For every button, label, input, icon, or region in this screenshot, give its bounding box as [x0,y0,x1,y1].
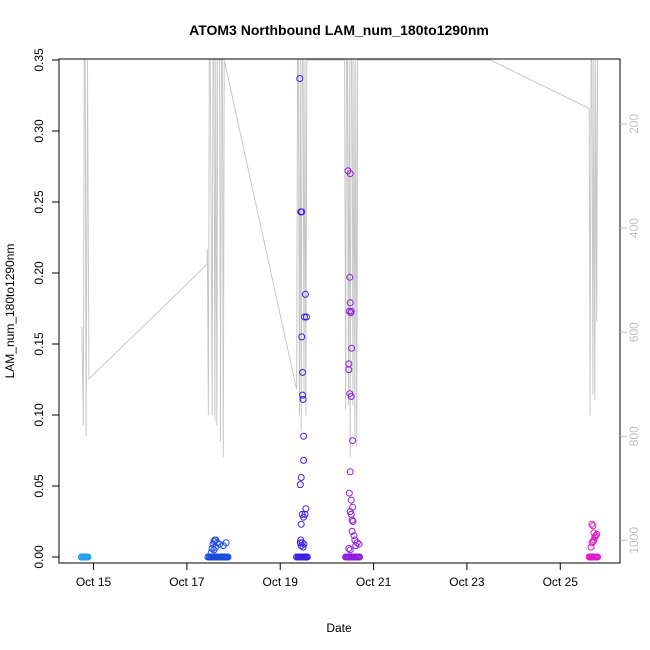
data-point [301,313,308,321]
y-axis-label: LAM_num_180to1290nm [3,244,17,379]
data-point [302,505,310,513]
data-point [346,546,354,554]
chart-title: ATOM3 Northbound LAM_num_180to1290nm [189,22,489,38]
data-point [300,540,308,548]
data-point [355,540,363,548]
y-axis: 0.00 0.05 0.10 0.15 0.20 0.25 0.30 0.35 [32,48,59,569]
data-point [590,536,598,544]
data-point [348,344,356,352]
data-point [303,553,311,561]
plot-frame [58,58,621,564]
y2-tick-label: 600 [627,322,641,342]
data-point [296,481,304,489]
data-point [298,539,306,547]
data-point [222,539,230,547]
secondary-y-axis: 200 400 600 800 1000 [620,114,641,554]
data-point [346,299,354,307]
data-point [350,532,358,540]
y-tick-label: 0.20 [32,261,46,285]
data-point [346,170,354,178]
x-axis: Oct 15 Oct 17 Oct 19 Oct 21 Oct 23 Oct 25 [76,563,578,589]
data-point [224,553,232,561]
data-point [352,542,360,550]
data-point [347,496,355,504]
data-point [593,530,601,538]
x-tick-label: Oct 25 [543,575,579,589]
data-point [300,456,308,464]
x-tick-label: Oct 19 [263,575,299,589]
data-point [298,208,306,216]
y2-tick-label: 1000 [627,527,641,554]
data-point [297,474,305,481]
data-point [299,543,307,551]
data-point [299,368,307,376]
data-point [345,366,353,374]
data-point [301,510,309,518]
data-point [299,391,307,399]
y2-tick-label: 200 [627,114,641,134]
x-tick-label: Oct 23 [449,575,485,589]
y-tick-label: 0.15 [32,332,46,356]
data-point [345,489,353,497]
data-point [349,518,357,525]
x-tick-label: Oct 15 [76,575,112,589]
x-axis-label: Date [326,621,352,635]
data-point [587,543,595,551]
y-tick-label: 0.35 [32,48,46,72]
secondary-series-line [81,59,599,458]
data-point [348,527,356,535]
data-point [299,395,307,403]
data-point [589,537,597,545]
x-tick-label: Oct 17 [169,575,205,589]
data-point [347,393,355,400]
data-point [345,307,353,315]
y-tick-label: 0.05 [32,474,46,498]
y-tick-label: 0.00 [32,545,46,569]
scatter-points [77,75,602,561]
secondary-line-path [81,59,599,458]
data-point [356,553,364,561]
data-point [345,545,353,552]
data-point [300,432,308,440]
data-point [298,333,306,341]
y-tick-label: 0.30 [32,119,46,143]
data-point [346,273,354,281]
data-point [346,468,354,476]
y2-tick-label: 800 [627,426,641,446]
data-point [212,543,220,551]
data-point [589,522,597,530]
data-point [297,520,305,528]
y-tick-label: 0.10 [32,403,46,427]
data-point [592,532,600,540]
data-point [348,516,356,524]
y2-tick-label: 400 [627,218,641,238]
data-point [296,75,304,82]
data-point [594,553,602,561]
data-point [588,520,596,528]
y-tick-label: 0.25 [32,190,46,214]
data-point [347,307,355,315]
data-point [302,313,310,321]
data-point [349,437,357,445]
data-point [84,553,92,561]
data-point [208,545,216,552]
x-tick-label: Oct 21 [356,575,392,589]
data-point [301,290,309,298]
